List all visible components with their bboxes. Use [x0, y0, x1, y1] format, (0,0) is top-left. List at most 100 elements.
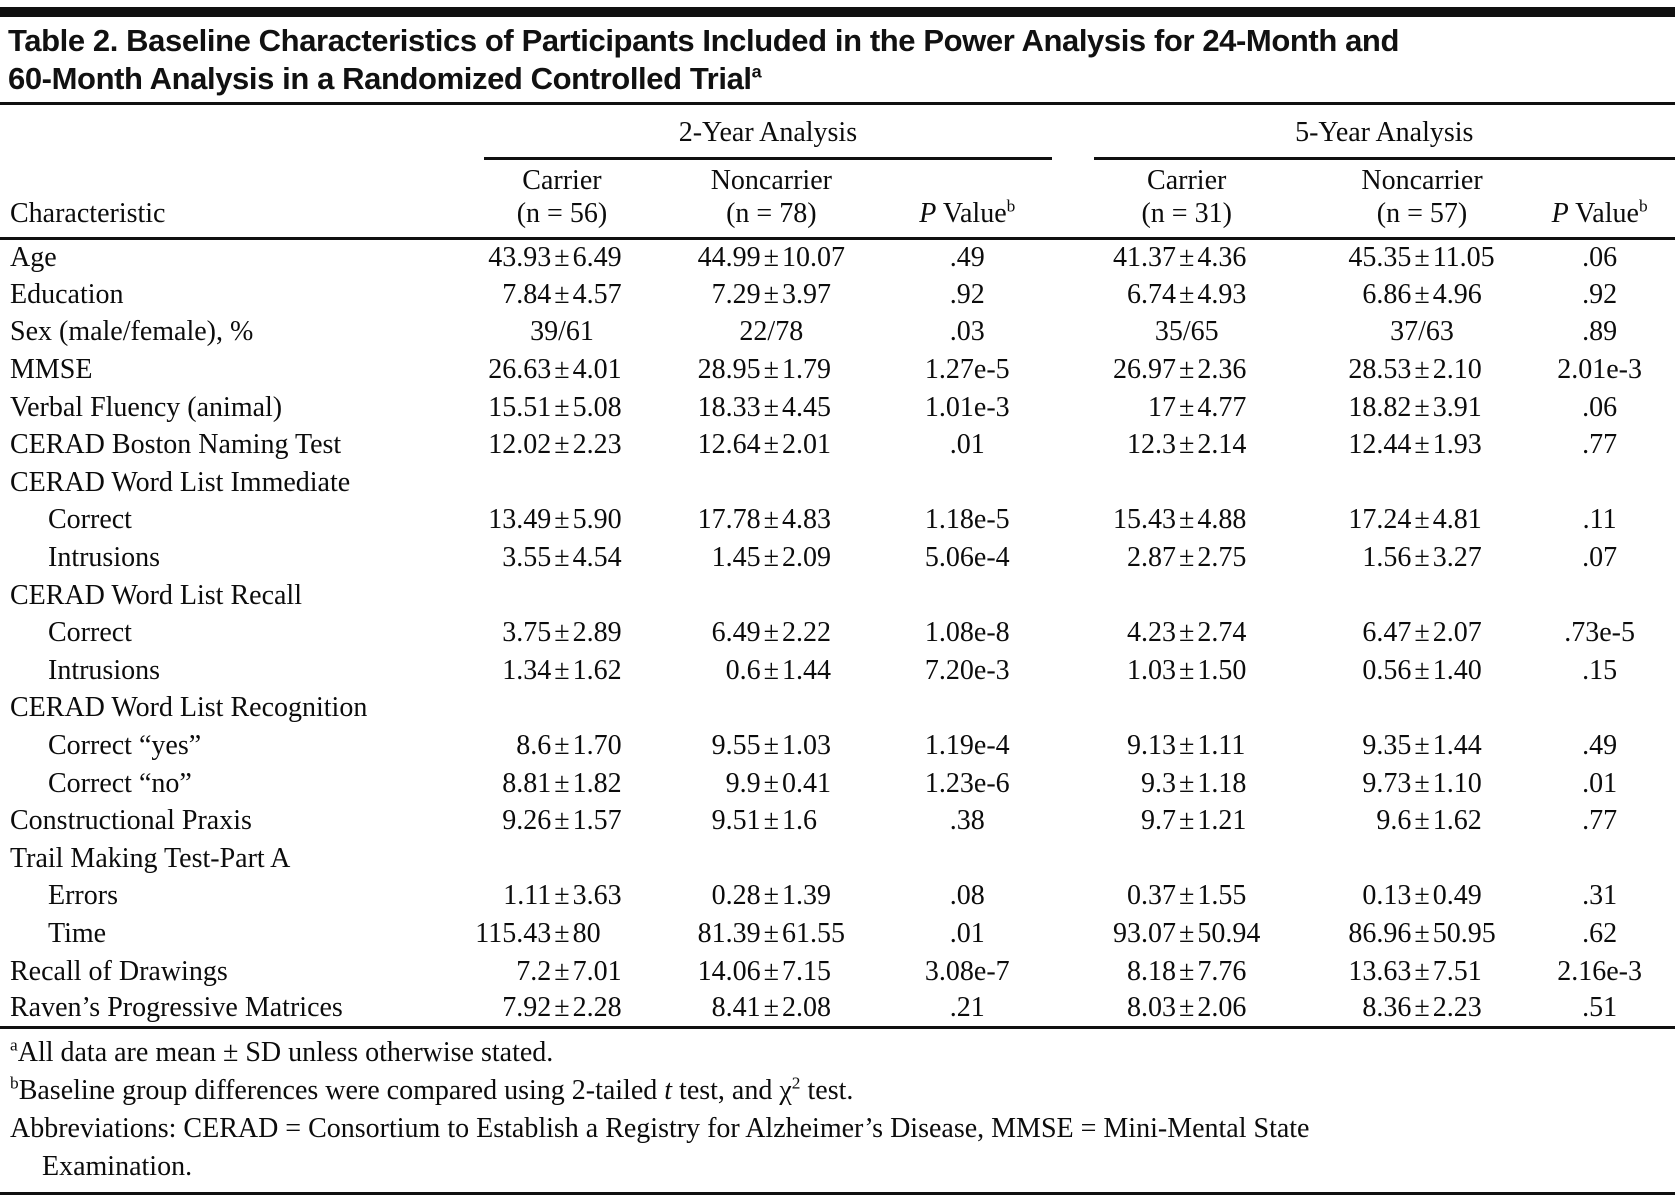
row-label: Raven’s Progressive Matrices	[0, 990, 463, 1030]
value-cell	[462, 840, 661, 878]
row-label: Verbal Fluency (animal)	[10, 391, 283, 423]
value-cell: 0.6 ±1.44	[725, 654, 832, 686]
p-value-cell: .11	[1582, 504, 1617, 536]
row-label: Correct	[48, 617, 132, 649]
value-cell: 45.35 ±11.05	[1348, 242, 1495, 274]
section-row: CERAD Word List Recognition	[0, 690, 1675, 728]
baseline-characteristics-table: Characteristic 2-Year Analysis 5-Year An…	[0, 102, 1675, 1030]
section-label: Trail Making Test-Part A	[10, 842, 291, 874]
value-cell: 7.29 ±3.97	[711, 278, 832, 310]
value-cell: 0.56 ±1.40	[1362, 654, 1482, 686]
p-value-cell: 2.16e-3	[1557, 955, 1642, 987]
p-value-cell	[881, 577, 1054, 615]
row-label: Recall of Drawings	[10, 955, 228, 987]
p-value-cell: .08	[949, 880, 985, 912]
value-cell	[662, 464, 881, 502]
p-value-cell: 1.27e-5	[924, 354, 1010, 386]
group-header-5-year-label: 5-Year Analysis	[1093, 105, 1675, 160]
value-cell	[1054, 577, 1320, 615]
value-cell: 8.41 ±2.08	[661, 990, 882, 1030]
row-label: CERAD Boston Naming Test	[10, 429, 342, 461]
value-cell: 8.03 ±2.06	[1053, 990, 1320, 1030]
value-cell: 22/78	[739, 316, 804, 348]
p-value-cell: .07	[1582, 542, 1618, 574]
p-value-cell: .38	[949, 805, 985, 837]
p-value-cell	[881, 840, 1054, 878]
row-label: Sex (male/female), %	[10, 316, 254, 348]
row-label: Constructional Praxis	[10, 805, 252, 837]
table-header: Characteristic 2-Year Analysis 5-Year An…	[0, 103, 1675, 240]
row-label: Correct “yes”	[48, 730, 202, 762]
value-cell: 9.26 ±1.57	[502, 805, 622, 837]
value-cell: 9.7 ±1.21	[1141, 805, 1247, 837]
p-value-cell: .01	[949, 917, 985, 949]
value-cell: 7.92 ±2.28	[462, 990, 662, 1030]
section-label: CERAD Word List Immediate	[10, 466, 351, 498]
footnote-marker: a	[10, 1036, 18, 1056]
table-title: Table 2. Baseline Characteristics of Par…	[0, 17, 1675, 102]
group-header-2-year: 2-Year Analysis	[462, 104, 1053, 160]
table-row: Intrusions 1.34 ±1.62 0.6 ±1.44 7.20e-3 1.03 ±1…	[0, 652, 1675, 690]
value-cell	[1320, 840, 1524, 878]
group-header-5-year: 5-Year Analysis	[1054, 104, 1675, 160]
footnotes: aAll data are mean ± SD unless otherwise…	[0, 1029, 1675, 1192]
p-value-cell: .06	[1582, 242, 1618, 274]
value-cell: 6.74 ±4.93	[1127, 278, 1247, 310]
value-cell: 86.96 ±50.95	[1348, 917, 1496, 949]
value-cell: 12.64 ±2.01	[697, 429, 832, 461]
table-row: CERAD Boston Naming Test 12.02 ±2.23 12.64 ±…	[0, 426, 1675, 464]
value-cell: 8.36 ±2.23	[1319, 990, 1525, 1030]
value-cell	[662, 577, 881, 615]
table-title-footnote-marker: a	[751, 61, 762, 82]
p-value-cell: .49	[949, 242, 985, 274]
value-cell: 1.34 ±1.62	[502, 654, 622, 686]
p-value-cell: .77	[1582, 429, 1618, 461]
value-cell: 26.63 ±4.01	[488, 354, 622, 386]
column-header-row: Carrier (n = 56) Noncarrier (n = 78) P V…	[0, 160, 1675, 240]
pvalue-2yr-italic: P	[919, 198, 937, 229]
value-cell: 43.93 ±6.49	[488, 242, 622, 274]
row-label: Correct	[48, 504, 132, 536]
value-cell: 0.13 ±0.49	[1362, 880, 1482, 912]
row-label: Intrusions	[48, 542, 160, 574]
value-cell: 17.78 ±4.83	[697, 504, 832, 536]
p-value-cell: .49	[1582, 730, 1618, 762]
value-cell: 13.63 ±7.51	[1348, 955, 1482, 987]
p-value-cell: 5.06e-4	[924, 542, 1010, 574]
p-value-cell: .62	[1582, 917, 1618, 949]
p-value-cell: .92	[1582, 278, 1618, 310]
value-cell	[462, 464, 661, 502]
value-cell: 8.18 ±7.76	[1127, 955, 1247, 987]
p-value-cell: .01	[949, 429, 985, 461]
value-cell: 93.07 ±50.94	[1113, 917, 1261, 949]
footnote-marker: b	[10, 1074, 19, 1094]
section-row: Trail Making Test-Part A	[0, 840, 1675, 878]
p-value-cell: .89	[1582, 316, 1618, 348]
column-header-pvalue-2yr: P Valueb	[881, 160, 1054, 240]
carrier-5yr-name: Carrier	[1147, 165, 1227, 196]
p-value-cell: .15	[1582, 654, 1618, 686]
table-row: Correct “no” 8.81 ±1.82 9.9 ±0.41 1.23e-6 9.3 ±…	[0, 765, 1675, 803]
value-cell: 12.3 ±2.14	[1127, 429, 1247, 461]
value-cell: 41.37 ±4.36	[1113, 242, 1247, 274]
footnote: bBaseline group differences were compare…	[10, 1074, 854, 1107]
value-cell: 9.73 ±1.10	[1362, 767, 1482, 799]
bottom-rule	[0, 1192, 1675, 1196]
value-cell: 4.23 ±2.74	[1127, 617, 1247, 649]
value-cell	[662, 690, 881, 728]
value-cell	[1054, 690, 1320, 728]
value-cell: 6.47 ±2.07	[1362, 617, 1482, 649]
section-label: CERAD Word List Recognition	[10, 692, 368, 724]
table-row: Correct 3.75 ±2.89 6.49 ±2.22 1.08e-8 4.23 ±2.7…	[0, 614, 1675, 652]
value-cell: 13.49 ±5.90	[488, 504, 622, 536]
row-label: MMSE	[10, 354, 93, 386]
value-cell: 9.35 ±1.44	[1362, 730, 1482, 762]
value-cell: 6.86 ±4.96	[1362, 278, 1482, 310]
p-value-cell: 1.08e-8	[924, 617, 1010, 649]
table-row: MMSE 26.63 ±4.01 28.95 ±1.79 1.27e-5 26.97 ±2.3…	[0, 351, 1675, 389]
value-cell: 1.56 ±3.27	[1362, 542, 1482, 574]
value-cell: 17 ±4.77	[1148, 391, 1247, 423]
table-row: Age 43.93 ±6.49 44.99 ±10.07 .49 41.37 ±4.36 45.…	[0, 239, 1675, 277]
table-title-line2: 60-Month Analysis in a Randomized Contro…	[8, 60, 1667, 98]
